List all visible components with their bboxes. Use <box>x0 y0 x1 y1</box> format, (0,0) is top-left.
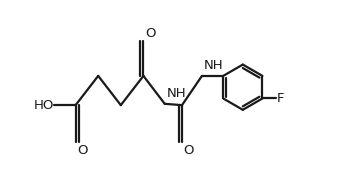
Text: O: O <box>145 27 155 40</box>
Text: F: F <box>277 92 285 105</box>
Text: O: O <box>183 144 194 157</box>
Text: HO: HO <box>34 99 54 112</box>
Text: O: O <box>77 144 87 157</box>
Text: NH: NH <box>167 87 186 100</box>
Text: NH: NH <box>204 59 224 72</box>
